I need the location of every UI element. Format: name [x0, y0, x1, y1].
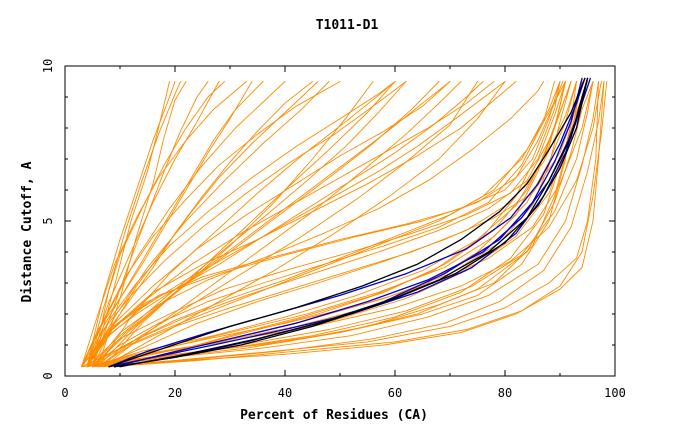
- y-tick-label: 5: [41, 217, 55, 224]
- series-line-4: [92, 81, 594, 368]
- series-line-39: [86, 81, 220, 368]
- series-line-63: [108, 77, 586, 368]
- series-line-46: [92, 81, 440, 368]
- series-line-64: [113, 77, 583, 368]
- series-line-61: [108, 77, 589, 368]
- series-line-29: [86, 81, 396, 368]
- series-line-66: [113, 77, 589, 368]
- series-line-49: [97, 81, 396, 368]
- series-line-48: [92, 81, 374, 368]
- series-line-56: [92, 81, 555, 368]
- series-line-16: [108, 81, 608, 368]
- x-tick-label: 80: [498, 386, 512, 400]
- y-tick-label: 0: [41, 372, 55, 379]
- series-line-22: [86, 81, 564, 368]
- series-line-10: [97, 81, 599, 368]
- series-line-36: [81, 81, 341, 368]
- series-line-12: [92, 81, 566, 368]
- x-tick-label: 60: [388, 386, 402, 400]
- series-line-24: [81, 81, 484, 368]
- series-line-44: [97, 81, 187, 368]
- series-line-38: [86, 81, 225, 368]
- series-line-52: [86, 81, 330, 368]
- series-line-62: [113, 77, 591, 368]
- x-tick-label: 40: [278, 386, 292, 400]
- series-line-31: [86, 81, 517, 368]
- x-tick-label: 100: [604, 386, 626, 400]
- curve-layer: [81, 77, 608, 368]
- series-line-67: [119, 77, 589, 368]
- series-line-65: [108, 77, 586, 368]
- series-line-6: [97, 81, 605, 368]
- series-line-59: [114, 81, 566, 368]
- series-line-25: [86, 81, 506, 368]
- series-line-35: [92, 81, 319, 368]
- series-line-20: [92, 81, 572, 368]
- series-line-40: [92, 81, 209, 368]
- series-line-54: [97, 81, 396, 368]
- y-axis-label: Distance Cutoff, A: [20, 161, 35, 302]
- series-line-50: [103, 81, 462, 368]
- series-line-42: [92, 81, 181, 368]
- x-axis-label: Percent of Residues (CA): [240, 408, 428, 423]
- chart-title: T1011-D1: [316, 18, 379, 33]
- series-line-11: [103, 81, 605, 368]
- series-line-57: [97, 81, 577, 368]
- series-line-30: [92, 81, 544, 368]
- series-line-13: [97, 81, 577, 368]
- x-tick-label: 0: [61, 386, 68, 400]
- series-line-58: [108, 81, 561, 368]
- series-line-45: [86, 81, 407, 368]
- series-line-5: [92, 81, 599, 368]
- series-line-53: [81, 81, 286, 368]
- x-tick-label: 20: [168, 386, 182, 400]
- y-tick-label: 10: [41, 59, 55, 73]
- series-line-43: [92, 81, 170, 368]
- series-line-26: [81, 81, 495, 368]
- series-line-55: [103, 81, 451, 368]
- series-line-19: [86, 81, 566, 368]
- axis-ticks: 0 20 40 60 80 100 0 5 10: [41, 59, 626, 400]
- series-line-41: [86, 81, 176, 368]
